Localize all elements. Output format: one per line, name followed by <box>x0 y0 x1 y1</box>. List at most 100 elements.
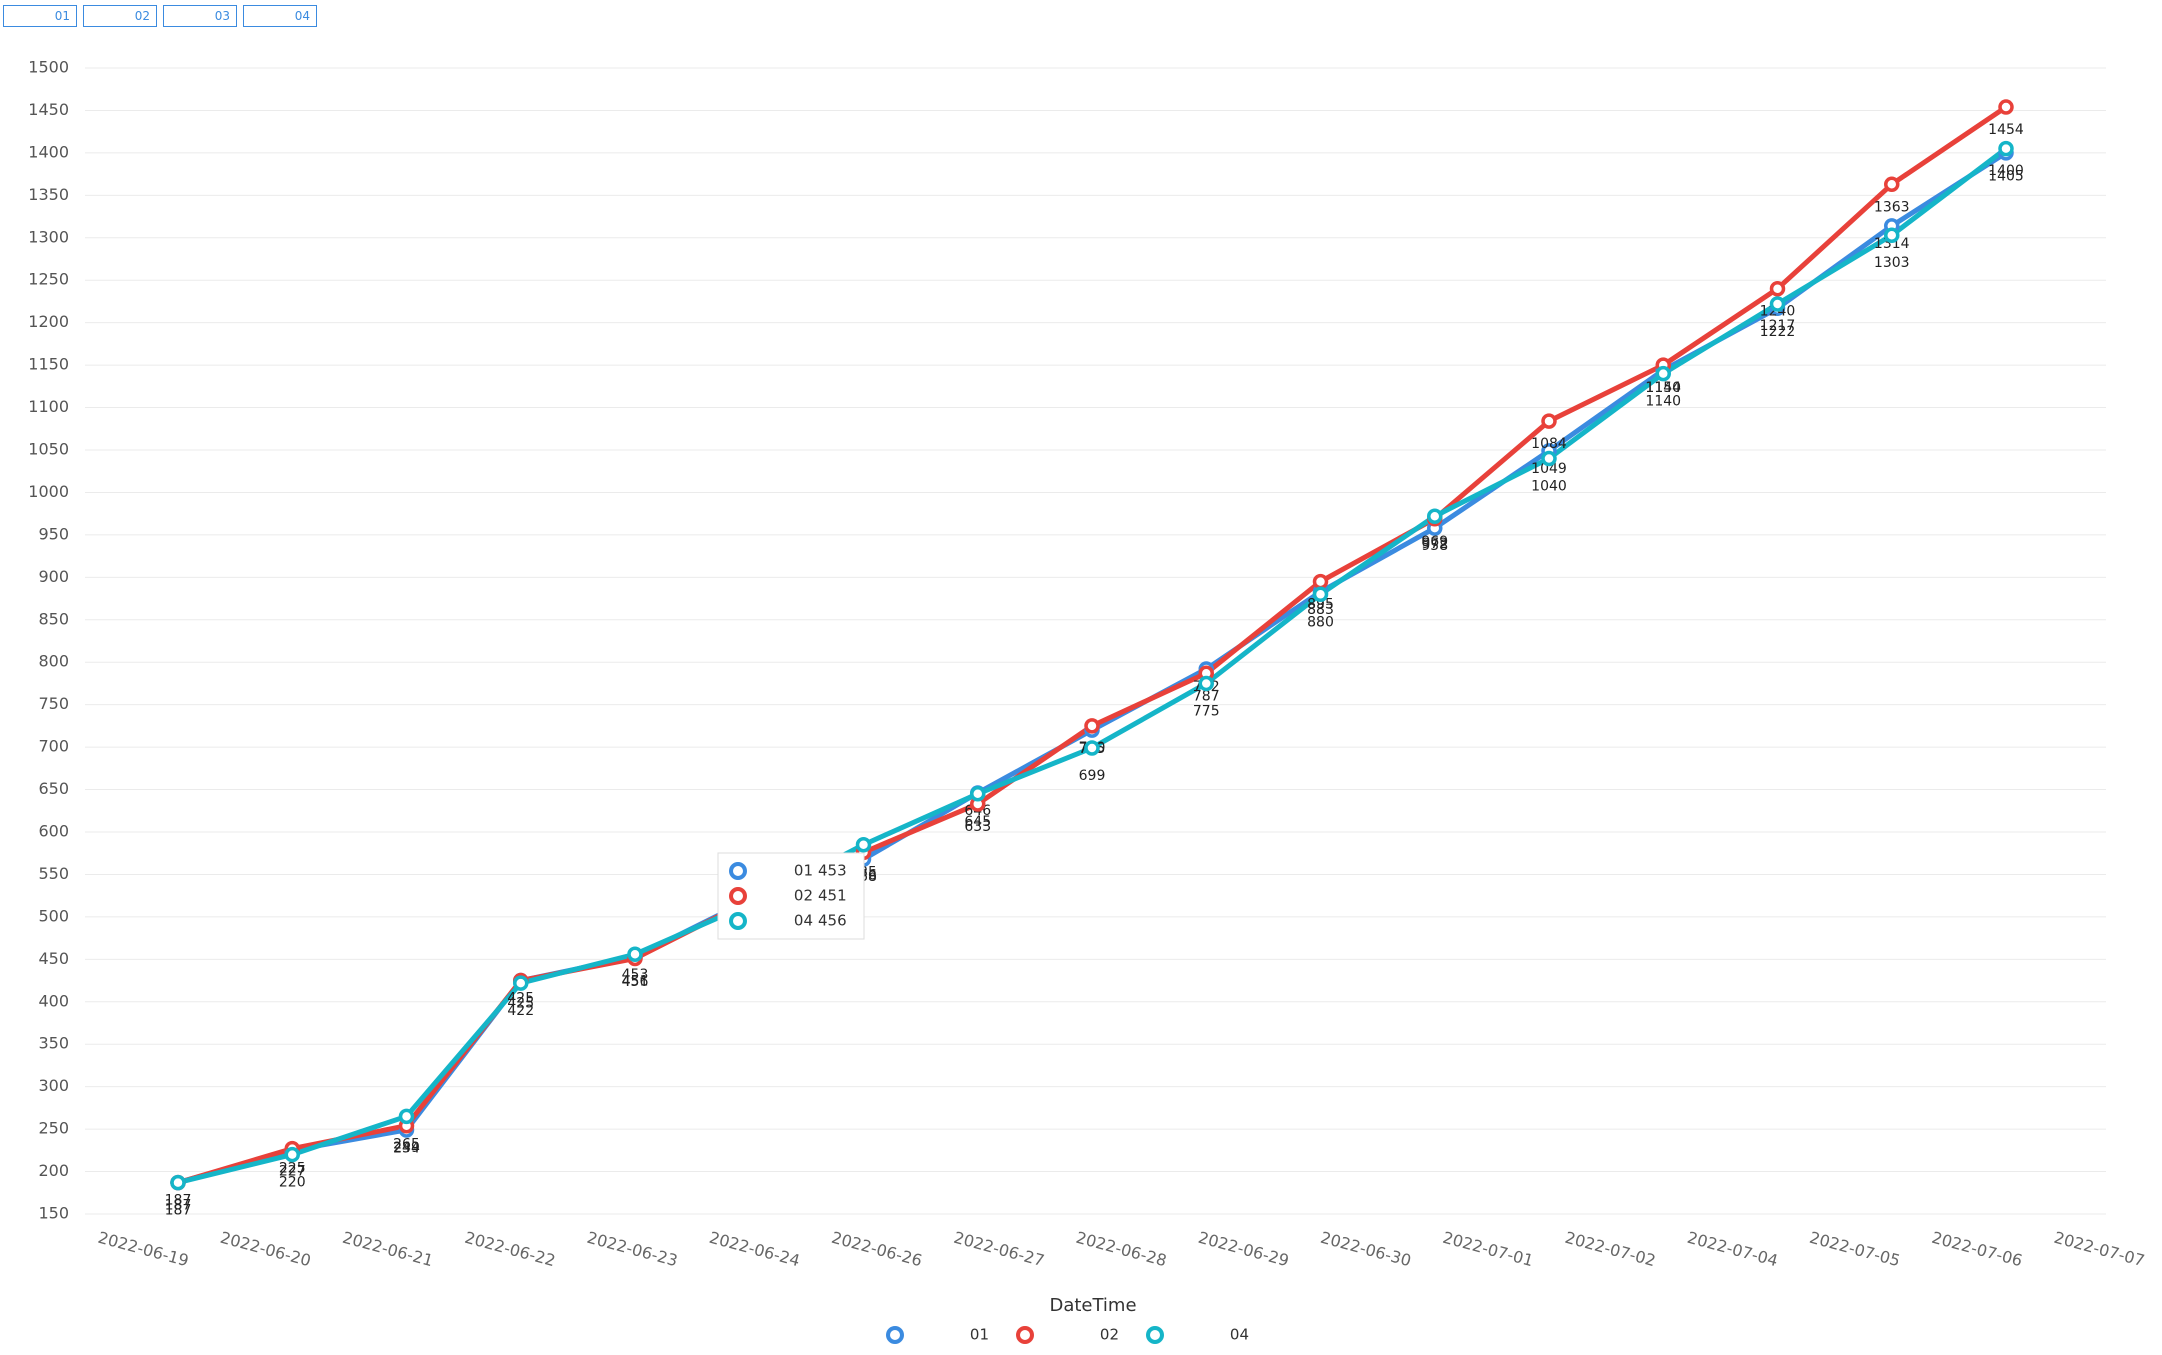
point <box>170 1174 186 1191</box>
x-tick-label: 2022-06-21 <box>340 1228 435 1270</box>
data-label: 969 <box>1421 534 1448 550</box>
y-tick-label: 800 <box>38 652 69 671</box>
x-tick-label: 2022-06-19 <box>96 1228 191 1270</box>
series-line <box>177 104 2008 1185</box>
data-label: 187 <box>165 1203 192 1219</box>
point <box>1312 586 1329 603</box>
x-tick-label: 2022-06-24 <box>707 1228 802 1270</box>
y-tick-label: 1300 <box>28 227 69 246</box>
y-tick-label: 600 <box>38 822 69 841</box>
data-label: 645 <box>964 814 991 830</box>
data-label: 254 <box>393 1141 420 1157</box>
legend-marker <box>886 1326 904 1344</box>
point <box>1769 296 1786 312</box>
y-tick-label: 1050 <box>28 440 69 459</box>
point <box>1769 280 1786 297</box>
point <box>1084 740 1100 756</box>
legend-label: 01 <box>970 1326 989 1344</box>
x-axis-title: DateTime <box>1049 1295 1136 1316</box>
data-label: 425 <box>507 991 534 1007</box>
point <box>1655 365 1671 382</box>
point <box>1541 450 1557 467</box>
data-label: 775 <box>1193 703 1220 719</box>
data-label: 1040 <box>1531 478 1567 494</box>
x-tick-label: 2022-07-06 <box>1930 1228 2025 1270</box>
y-tick-label: 450 <box>38 949 69 968</box>
y-tick-label: 750 <box>38 694 69 713</box>
legend-marker <box>1146 1326 1164 1344</box>
point <box>855 836 872 853</box>
data-label: 699 <box>1079 768 1106 784</box>
data-label: 425 <box>507 996 534 1012</box>
series-button[interactable]: 04 <box>243 5 317 27</box>
data-label: 1150 <box>1645 380 1681 396</box>
x-tick-label: 2022-07-07 <box>2052 1228 2147 1270</box>
x-tick-label: 2022-06-23 <box>585 1228 680 1270</box>
x-tick-label: 2022-06-30 <box>1318 1228 1413 1270</box>
data-label: 880 <box>1307 614 1334 630</box>
data-label: 1222 <box>1760 324 1796 340</box>
data-label: 1405 <box>1988 169 2024 185</box>
legend-label: 04 <box>1230 1326 1249 1344</box>
y-tick-label: 550 <box>38 864 69 883</box>
data-label: 249 <box>393 1140 420 1156</box>
point <box>627 946 643 962</box>
point <box>1884 176 1900 193</box>
y-tick-label: 1150 <box>28 355 69 374</box>
point <box>1884 227 1900 243</box>
legend-marker <box>1016 1326 1034 1344</box>
data-label: 1144 <box>1645 380 1681 396</box>
tooltip-name: 02 <box>794 887 813 905</box>
series-button[interactable]: 02 <box>83 5 157 27</box>
data-label: 787 <box>1193 688 1220 704</box>
tooltip-value: 451 <box>818 887 847 905</box>
data-label: 220 <box>279 1175 306 1191</box>
y-tick-label: 950 <box>38 524 69 543</box>
y-tick-label: 1450 <box>28 100 69 119</box>
data-label: 1400 <box>1988 163 2024 179</box>
y-tick-label: 850 <box>38 609 69 628</box>
y-tick-label: 200 <box>38 1161 69 1180</box>
point <box>1541 413 1557 429</box>
point <box>513 975 529 991</box>
tooltip-marker <box>729 862 747 880</box>
data-label: 456 <box>622 974 649 990</box>
data-label: 265 <box>393 1136 420 1152</box>
x-tick-label: 2022-07-04 <box>1685 1228 1780 1270</box>
data-label: 225 <box>279 1160 306 1176</box>
y-tick-label: 900 <box>38 567 69 586</box>
tooltip-name: 01 <box>794 862 813 880</box>
data-label: 1314 <box>1874 236 1910 252</box>
y-tick-label: 250 <box>38 1119 69 1138</box>
series-button[interactable]: 01 <box>3 5 77 27</box>
data-label: 1363 <box>1874 199 1910 215</box>
series-button[interactable]: 03 <box>163 5 237 27</box>
legend-label: 02 <box>1100 1326 1119 1344</box>
data-label: 451 <box>622 973 649 989</box>
tooltip-marker <box>729 887 747 905</box>
point <box>1998 140 2014 157</box>
point <box>1084 718 1100 734</box>
point <box>1312 573 1329 590</box>
point <box>398 1108 415 1125</box>
y-tick-label: 1100 <box>28 397 69 416</box>
y-tick-label: 150 <box>38 1204 69 1223</box>
data-label: 453 <box>622 967 649 983</box>
y-tick-label: 1250 <box>28 270 69 289</box>
tooltip-value: 456 <box>818 912 847 930</box>
x-tick-label: 2022-07-05 <box>1807 1228 1902 1270</box>
data-label: 227 <box>279 1164 306 1180</box>
x-tick-label: 2022-06-28 <box>1074 1228 1169 1270</box>
data-label: 1140 <box>1645 394 1681 410</box>
y-tick-label: 400 <box>38 991 69 1010</box>
data-label: 422 <box>507 1003 534 1019</box>
data-label: 187 <box>165 1198 192 1214</box>
point <box>284 1146 300 1163</box>
data-label: 883 <box>1307 602 1334 618</box>
data-label: 895 <box>1307 597 1334 613</box>
tooltip-name: 04 <box>794 912 813 930</box>
x-tick-label: 2022-06-29 <box>1196 1228 1291 1270</box>
x-tick-label: 2022-06-26 <box>829 1228 924 1270</box>
